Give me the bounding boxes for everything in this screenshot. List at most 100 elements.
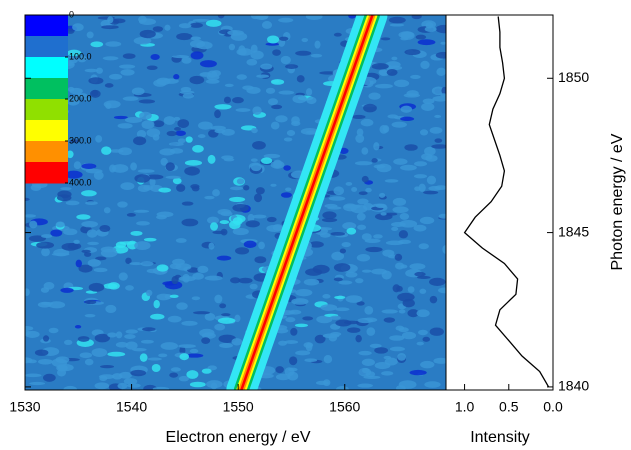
texture-spot (330, 231, 346, 236)
texture-spot (423, 190, 439, 195)
texture-spot (105, 304, 117, 314)
texture-spot (25, 330, 31, 336)
texture-spot (429, 127, 443, 134)
texture-spot (165, 162, 175, 172)
texture-spot (164, 294, 173, 300)
texture-spot (278, 90, 295, 95)
texture-spot (331, 251, 345, 261)
texture-spot (260, 157, 273, 165)
texture-spot (101, 146, 112, 155)
texture-spot (267, 98, 279, 106)
texture-spot (25, 288, 30, 296)
texture-spot (113, 115, 128, 120)
texture-spot (107, 332, 117, 338)
texture-spot (434, 138, 443, 143)
texture-spot (271, 104, 283, 110)
texture-spot (219, 343, 233, 348)
texture-spot (229, 196, 246, 202)
texture-spot (214, 128, 226, 134)
texture-spot (438, 287, 446, 294)
texture-spot (130, 369, 147, 377)
texture-spot (379, 192, 386, 198)
texture-spot (169, 148, 184, 154)
texture-spot (91, 348, 108, 357)
texture-spot (404, 144, 418, 151)
texture-spot (129, 262, 143, 266)
texture-spot (115, 341, 129, 348)
texture-spot (400, 264, 408, 269)
texture-spot (364, 238, 381, 243)
texture-spot (335, 307, 350, 312)
texture-spot (100, 365, 115, 369)
texture-spot (175, 130, 186, 136)
texture-spot (115, 331, 123, 339)
texture-spot (402, 298, 415, 308)
texture-spot (182, 93, 195, 99)
texture-spot (381, 309, 398, 314)
texture-spot (117, 123, 133, 129)
texture-spot (105, 102, 112, 109)
texture-spot (341, 241, 351, 248)
texture-spot (420, 60, 430, 70)
texture-spot (356, 301, 365, 306)
texture-spot (55, 356, 70, 364)
texture-spot (364, 305, 374, 315)
texture-spot (150, 53, 160, 61)
texture-spot (125, 329, 138, 334)
texture-spot (179, 346, 186, 355)
texture-spot (314, 334, 326, 344)
texture-spot (438, 213, 446, 219)
texture-spot (152, 26, 164, 32)
texture-spot (214, 109, 221, 119)
texture-spot (375, 83, 393, 89)
texture-spot (77, 336, 90, 342)
texture-spot (171, 275, 179, 285)
texture-spot (361, 358, 375, 367)
texture-spot (229, 186, 244, 191)
texture-spot (322, 211, 337, 220)
texture-spot (168, 142, 184, 147)
texture-spot (139, 353, 148, 362)
texture-spot (130, 162, 137, 171)
texture-spot (424, 381, 441, 388)
texture-spot (356, 128, 364, 137)
x-axis-label: Intensity (470, 429, 530, 446)
texture-spot (442, 245, 446, 254)
texture-spot (65, 200, 80, 206)
colorbar: 0 100.0 200.0 300.0 400.0 (25, 9, 92, 187)
texture-spot (120, 182, 135, 190)
texture-spot (105, 41, 122, 47)
texture-spot (368, 92, 381, 100)
texture-spot (211, 70, 222, 77)
texture-spot (227, 30, 239, 36)
texture-spot (208, 242, 215, 250)
texture-spot (212, 189, 220, 197)
texture-spot (197, 134, 206, 139)
texture-spot (87, 259, 102, 267)
texture-spot (181, 218, 199, 227)
texture-spot (440, 41, 446, 45)
texture-spot (379, 124, 388, 134)
x-tick-label: 1.0 (455, 399, 475, 415)
texture-spot (334, 295, 346, 300)
texture-spot (284, 340, 299, 344)
texture-spot (53, 248, 70, 257)
texture-spot (285, 187, 292, 192)
texture-spot (78, 264, 93, 273)
texture-spot (134, 241, 151, 251)
texture-spot (263, 153, 281, 159)
texture-spot (100, 248, 118, 258)
texture-spot (429, 327, 444, 336)
texture-spot (373, 164, 386, 169)
texture-spot (132, 347, 147, 352)
texture-spot (373, 234, 383, 239)
texture-spot (198, 121, 213, 130)
texture-spot (50, 229, 63, 237)
texture-spot (219, 220, 230, 225)
texture-spot (158, 353, 168, 358)
texture-spot (112, 373, 123, 380)
texture-spot (420, 360, 435, 369)
texture-spot (308, 241, 324, 248)
texture-spot (404, 49, 421, 56)
texture-spot (361, 269, 372, 273)
